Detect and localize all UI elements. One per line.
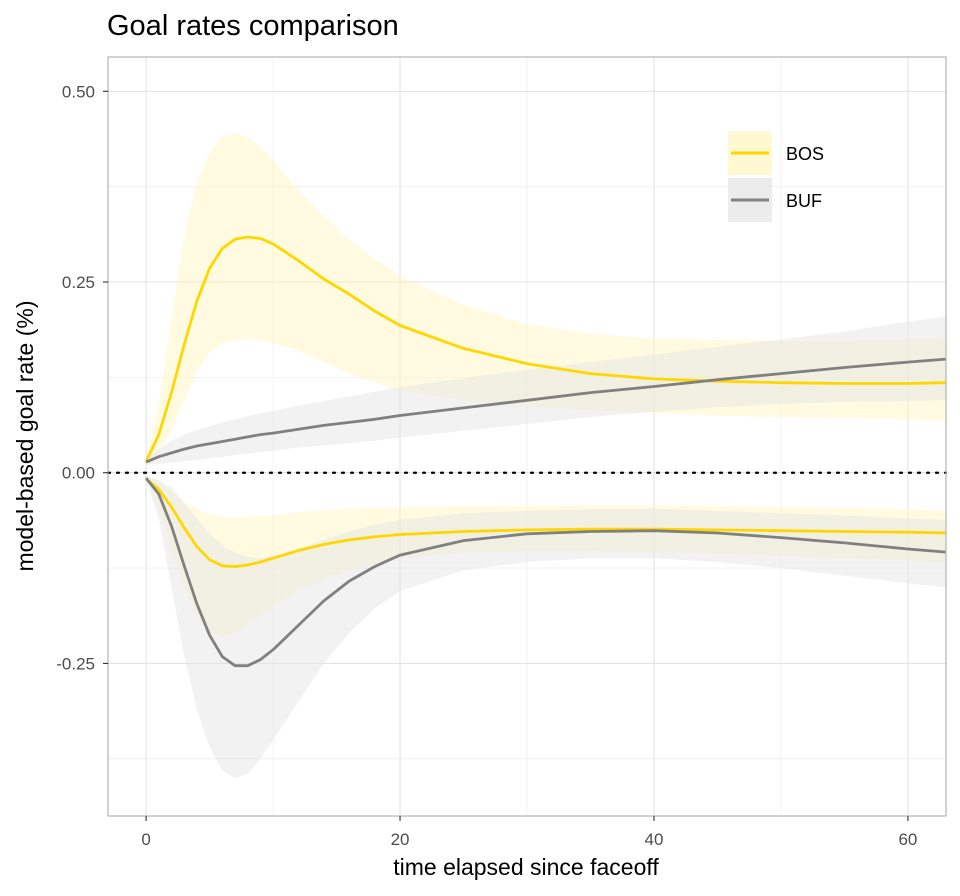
x-tick-label: 60 bbox=[898, 830, 917, 849]
line-bos-upper bbox=[144, 235, 947, 462]
legend: BOS BUF bbox=[728, 131, 824, 222]
y-tick-label: 0.25 bbox=[62, 273, 95, 292]
x-tick-label: 40 bbox=[645, 830, 664, 849]
y-tick-label: 0.50 bbox=[62, 82, 95, 101]
x-tick-label: 0 bbox=[141, 830, 150, 849]
legend-label-bos: BOS bbox=[786, 144, 824, 164]
chart-title: Goal rates comparison bbox=[107, 10, 399, 42]
y-tick-label: -0.25 bbox=[56, 654, 95, 673]
legend-label-buf: BUF bbox=[786, 191, 822, 211]
x-axis-title: time elapsed since faceoff bbox=[393, 854, 659, 880]
line-bos-lower bbox=[145, 477, 947, 568]
x-tick-label: 20 bbox=[391, 830, 410, 849]
y-axis-title: model-based goal rate (%) bbox=[12, 300, 38, 571]
axis-ticks: 0 20 40 60 0.50 0.25 0.00 -0.25 bbox=[56, 82, 917, 849]
series-lines bbox=[144, 235, 947, 668]
band-buf-lower bbox=[146, 475, 947, 778]
y-tick-label: 0.00 bbox=[62, 464, 95, 483]
band-buf-upper bbox=[146, 316, 947, 466]
line-buf-upper bbox=[145, 357, 947, 464]
plot-panel-border bbox=[107, 56, 947, 817]
line-buf-lower bbox=[145, 477, 947, 668]
